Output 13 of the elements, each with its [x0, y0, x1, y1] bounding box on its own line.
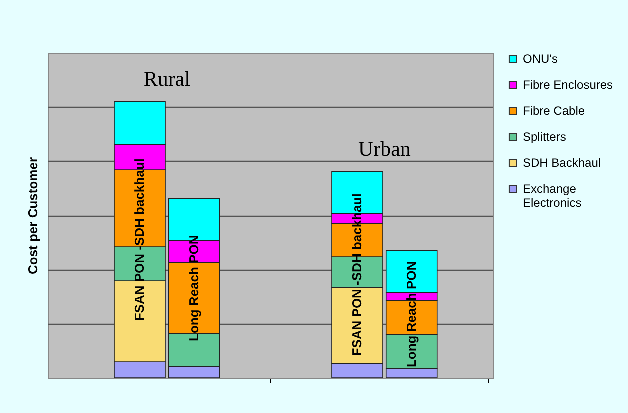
text: Rural: [144, 66, 191, 91]
legend-label: ONU's: [523, 52, 558, 66]
legend-label: Fibre Cable: [523, 104, 586, 118]
legend-label: Exchange Electronics: [523, 182, 582, 210]
legend-label: Fibre Enclosures: [523, 78, 614, 92]
legend-label: SDH Backhaul: [523, 156, 602, 170]
x-tick-label: FSAN PON -SDH backhaul: [132, 158, 147, 322]
legend-label: Splitters: [523, 130, 566, 144]
x-tick-label: Long Reach PON: [404, 261, 419, 368]
annotation: Urban: [358, 136, 412, 161]
x-tick-label: Long Reach PON: [186, 235, 202, 342]
y-axis-title: Cost per Customer: [26, 157, 40, 275]
x-tick-label: FSAN PON -SDH backhaul: [350, 194, 364, 356]
